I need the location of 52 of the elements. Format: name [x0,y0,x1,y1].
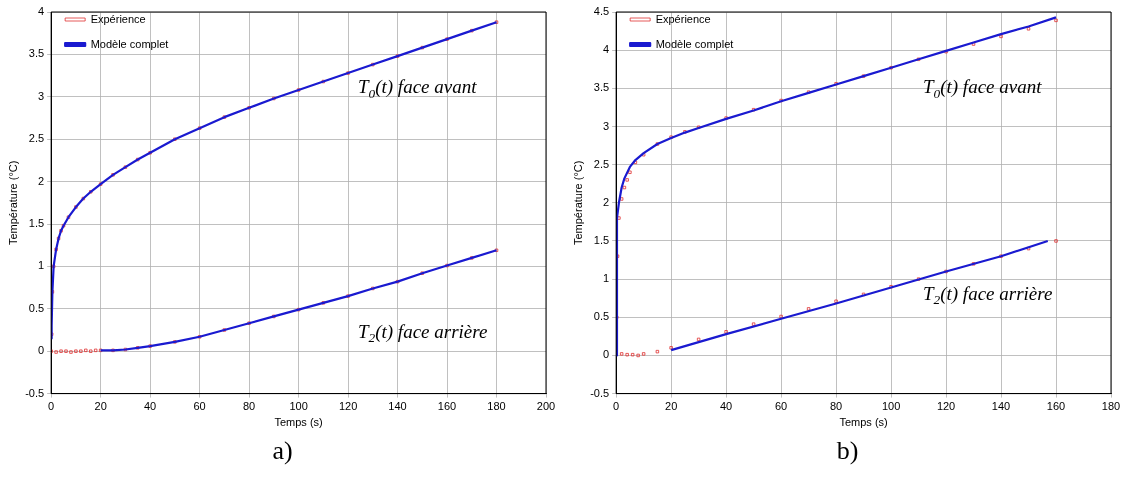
y-tick-label: 4 [38,5,45,18]
y-tick-label: 0.5 [28,301,45,314]
y-tick-label: 0.5 [593,310,610,323]
x-tick-label: 100 [289,400,308,413]
y-tick-label: 2.5 [593,157,610,170]
y-tick-label: 4 [603,43,610,56]
x-tick-label: 20 [665,400,678,413]
y-tick-label: 0 [38,344,45,357]
legend-label: Expérience [655,12,711,25]
x-tick-label: 140 [388,400,407,413]
x-tick-label: 120 [936,400,956,413]
y-tick-label: 4.5 [593,5,610,18]
y-tick-label: 1 [603,272,610,285]
text: b) [835,436,860,466]
y-tick-label: 1 [38,259,45,272]
y-tick-label: 1.5 [28,217,45,230]
x-tick-label: 160 [437,400,457,413]
x-axis-title: Temps (s) [274,416,323,429]
y-tick-label: 2 [38,174,45,187]
x-tick-label: 0 [613,400,620,413]
x-tick-label: 0 [48,400,55,413]
y-tick-label: 1.5 [593,233,610,246]
x-tick-label: 60 [193,400,206,413]
x-tick-label: 140 [991,400,1011,413]
x-tick-label: 80 [242,400,256,413]
y-tick-label: -0.5 [25,386,45,399]
y-tick-label: 0 [603,348,610,361]
legend-label: Expérience [90,12,146,25]
text: a) [271,436,294,466]
legend-label: Modèle complet [90,37,169,50]
x-tick-label: 180 [1101,400,1121,413]
y-axis-title: Température (°C) [571,160,584,246]
x-tick-label: 80 [829,400,843,413]
y-tick-label: 3.5 [593,81,610,94]
x-tick-label: 40 [720,400,733,413]
x-tick-label: 180 [487,400,506,413]
x-tick-label: 60 [774,400,788,413]
legend-label: Modèle complet [655,37,734,50]
y-tick-label: 2.5 [28,132,45,145]
x-axis-title: Temps (s) [839,416,888,429]
y-tick-label: 3 [603,119,610,132]
y-tick-label: 3 [38,89,45,102]
y-axis-title: Température (°C) [6,160,19,246]
x-tick-label: 40 [144,400,157,413]
x-tick-label: 120 [338,400,358,413]
y-tick-label: -0.5 [590,386,610,399]
x-tick-label: 160 [1046,400,1066,413]
x-tick-label: 200 [536,400,556,413]
x-tick-label: 100 [881,400,901,413]
y-tick-label: 2 [603,195,610,208]
y-tick-label: 3.5 [28,47,45,60]
x-tick-label: 20 [94,400,107,413]
